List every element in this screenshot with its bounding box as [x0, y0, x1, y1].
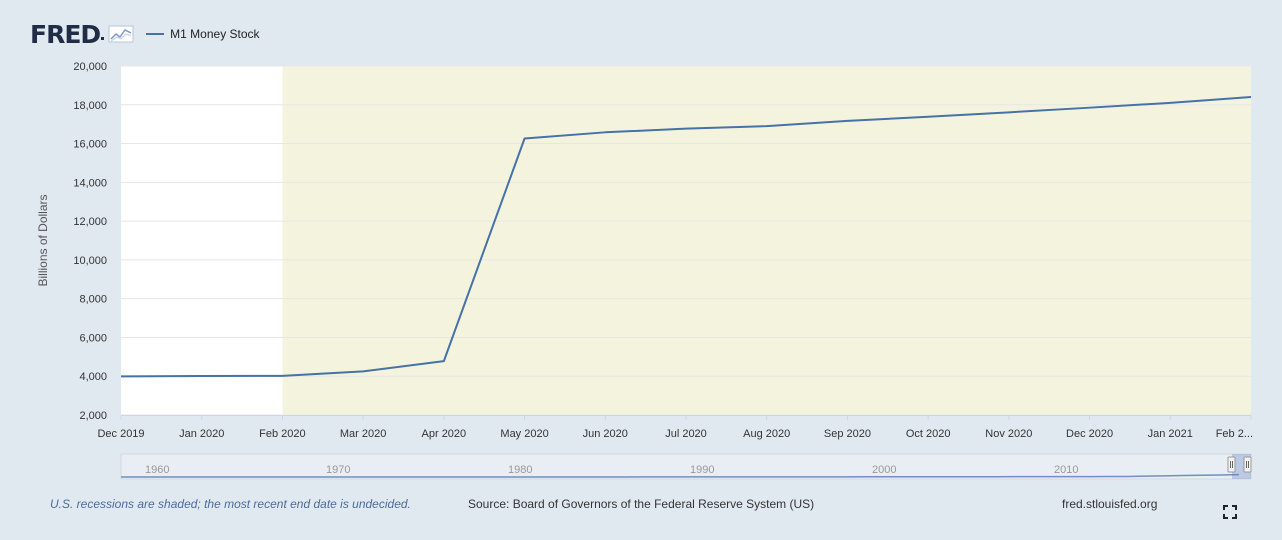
series-line: [120, 96, 1252, 378]
fred-chart-icon: [108, 25, 134, 43]
fred-logo[interactable]: FRED: [30, 19, 101, 49]
y-tick-label: 10,000: [73, 255, 107, 267]
y-tick-label: 14,000: [73, 177, 107, 189]
y-tick-label: 18,000: [73, 100, 107, 112]
x-tick-label: Oct 2020: [906, 428, 951, 440]
x-tick-label: Feb 2020: [259, 428, 305, 440]
y-tick-label: 2,000: [79, 410, 107, 422]
y-tick-label: 20,000: [73, 61, 107, 73]
x-tick-label: Nov 2020: [985, 428, 1032, 440]
x-tick-label: Jan 2021: [1148, 428, 1193, 440]
recession-shade: [282, 66, 1251, 415]
navigator-year-label: 1990: [690, 464, 714, 476]
navigator-track: [120, 453, 1252, 480]
x-tick-label: Aug 2020: [743, 428, 790, 440]
navigator-year-label: 2000: [872, 464, 896, 476]
x-tick-label: Apr 2020: [422, 428, 467, 440]
x-tick-label: May 2020: [500, 428, 548, 440]
x-tick-label: Sep 2020: [824, 428, 871, 440]
navigator-handle[interactable]: [1243, 456, 1252, 473]
x-tick-label: Dec 2019: [97, 428, 144, 440]
x-tick-label: Dec 2020: [1066, 428, 1113, 440]
source-note: Source: Board of Governors of the Federa…: [468, 497, 815, 511]
logo-dot: [101, 37, 105, 40]
recession-note: U.S. recessions are shaded; the most rec…: [50, 497, 411, 511]
navigator-year-label: 1970: [326, 464, 350, 476]
navigator-year-label: 1960: [145, 464, 169, 476]
site-link[interactable]: fred.stlouisfed.org: [1062, 497, 1158, 511]
legend-swatch: [146, 33, 165, 35]
graph-header: FRED M1 Money Stock: [30, 19, 260, 49]
x-tick-label: Jun 2020: [583, 428, 628, 440]
navigator-handle[interactable]: [1227, 456, 1236, 473]
x-tick-label: Mar 2020: [340, 428, 386, 440]
x-tick-label: Jul 2020: [665, 428, 707, 440]
x-tick-label: Feb 2...: [1216, 428, 1253, 440]
navigator-year-label: 2010: [1054, 464, 1078, 476]
navigator-series: [121, 473, 1240, 478]
legend[interactable]: M1 Money Stock: [146, 27, 260, 41]
y-tick-label: 8,000: [79, 294, 107, 306]
y-tick-label: 4,000: [79, 371, 107, 383]
y-tick-label: 12,000: [73, 216, 107, 228]
y-tick-label: 16,000: [73, 139, 107, 151]
x-tick-label: Jan 2020: [179, 428, 224, 440]
y-axis-label: Billions of Dollars: [36, 194, 50, 286]
navigator-year-label: 1980: [508, 464, 532, 476]
y-tick-label: 6,000: [79, 332, 107, 344]
fullscreen-icon[interactable]: [1223, 505, 1237, 519]
legend-label: M1 Money Stock: [170, 27, 260, 41]
